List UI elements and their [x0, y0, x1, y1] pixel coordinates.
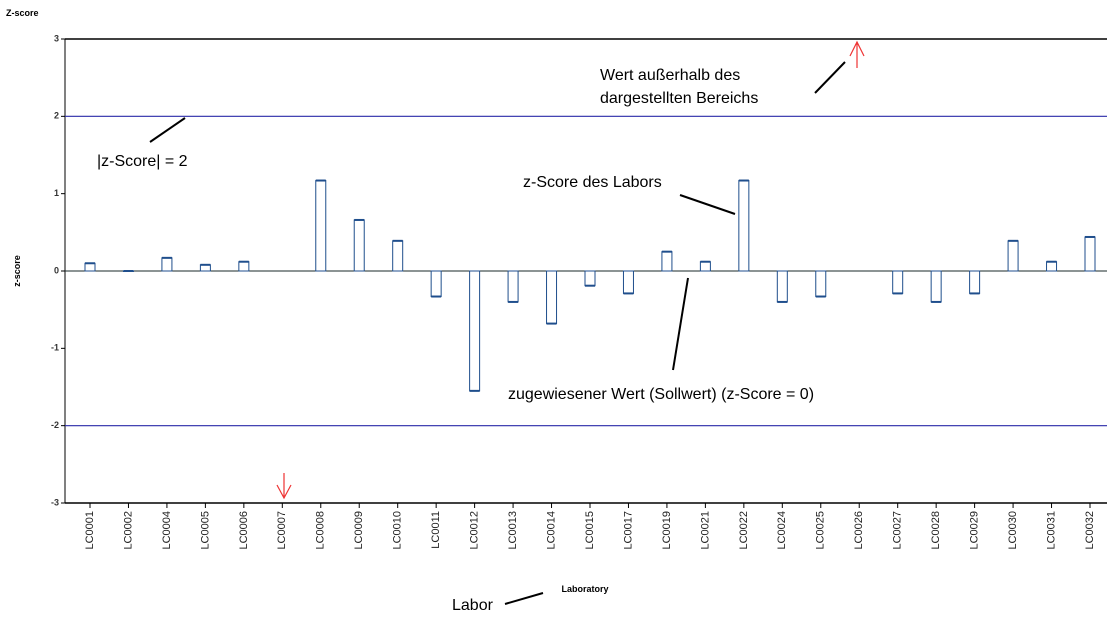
x-tick-label: LC0002 [122, 511, 134, 550]
bar [507, 270, 519, 303]
bar [699, 261, 711, 272]
x-tick-label: LC0004 [161, 511, 173, 550]
bar [430, 270, 442, 298]
annotation: zugewiesener Wert (Sollwert) (z-Score = … [508, 386, 814, 403]
x-tick-label: LC0014 [545, 511, 557, 550]
bar [738, 180, 750, 272]
bar [1084, 236, 1096, 272]
x-tick-label: LC0005 [199, 511, 211, 550]
x-tick-label: LC0011 [430, 511, 442, 549]
annotation: |z-Score| = 2 [97, 153, 188, 170]
bar [238, 261, 250, 272]
bar [969, 270, 981, 294]
x-tick-label: LC0027 [892, 511, 904, 550]
x-tick-label: LC0021 [699, 511, 711, 550]
y-tick-label: 0 [54, 265, 59, 275]
x-tick-label: LC0031 [1045, 511, 1057, 550]
y-tick-label: -2 [51, 420, 59, 430]
leader-line [504, 592, 544, 605]
x-tick-label: LC0008 [315, 511, 327, 550]
x-tick-label: LC0025 [815, 511, 827, 550]
bar [353, 219, 365, 272]
bar [776, 270, 788, 303]
bar [546, 270, 558, 325]
annotation: Labor [452, 597, 494, 614]
x-tick-label: LC0001 [84, 511, 96, 550]
chart-title: Z-score [6, 8, 39, 18]
y-axis-label: z-score [12, 255, 22, 287]
y-tick-label: 2 [54, 111, 59, 121]
x-tick-label: LC0009 [353, 511, 365, 550]
bar [161, 257, 173, 272]
off-scale-arrow [276, 40, 865, 500]
x-tick-label: LC0024 [776, 511, 788, 550]
x-axis-label: Laboratory [561, 584, 608, 594]
annotation: dargestellten Bereichs [600, 90, 758, 107]
annotation: Wert außerhalb des [600, 67, 740, 84]
x-tick-label: LC0030 [1007, 511, 1019, 550]
x-tick-label: LC0032 [1084, 511, 1096, 550]
bar [84, 262, 96, 272]
annotation: z-Score des Labors [523, 174, 662, 191]
y-tick-label: -1 [51, 343, 59, 353]
x-tick-label: LC0015 [584, 511, 596, 550]
bar [1007, 240, 1019, 272]
leader-line [149, 117, 186, 143]
bar [584, 270, 596, 287]
x-tick-label: LC0012 [469, 511, 481, 550]
bar [892, 270, 904, 294]
bar [661, 251, 673, 272]
bar [469, 270, 481, 392]
x-tick-label: LC0029 [969, 511, 981, 550]
x-tick-label: LC0006 [238, 511, 250, 550]
x-tick-label: LC0026 [853, 511, 865, 550]
bar [622, 270, 634, 294]
bar [815, 270, 827, 298]
bar [1046, 261, 1058, 272]
bar [930, 270, 942, 303]
x-tick-label: LC0007 [276, 511, 288, 550]
leader-line [672, 277, 689, 371]
bar [315, 180, 327, 272]
x-tick-label: LC0010 [392, 511, 404, 550]
y-tick-label: -3 [51, 497, 59, 507]
x-tick-label: LC0028 [930, 511, 942, 550]
x-tick-label: LC0013 [507, 511, 519, 550]
x-tick-label: LC0022 [738, 511, 750, 550]
x-tick-label: LC0017 [622, 511, 634, 550]
leader-line [679, 194, 736, 215]
bar [392, 240, 404, 272]
x-tick-label: LC0019 [661, 511, 673, 550]
leader-line [814, 61, 846, 94]
y-tick-label: 1 [54, 188, 59, 198]
y-tick-label: 3 [54, 33, 59, 43]
